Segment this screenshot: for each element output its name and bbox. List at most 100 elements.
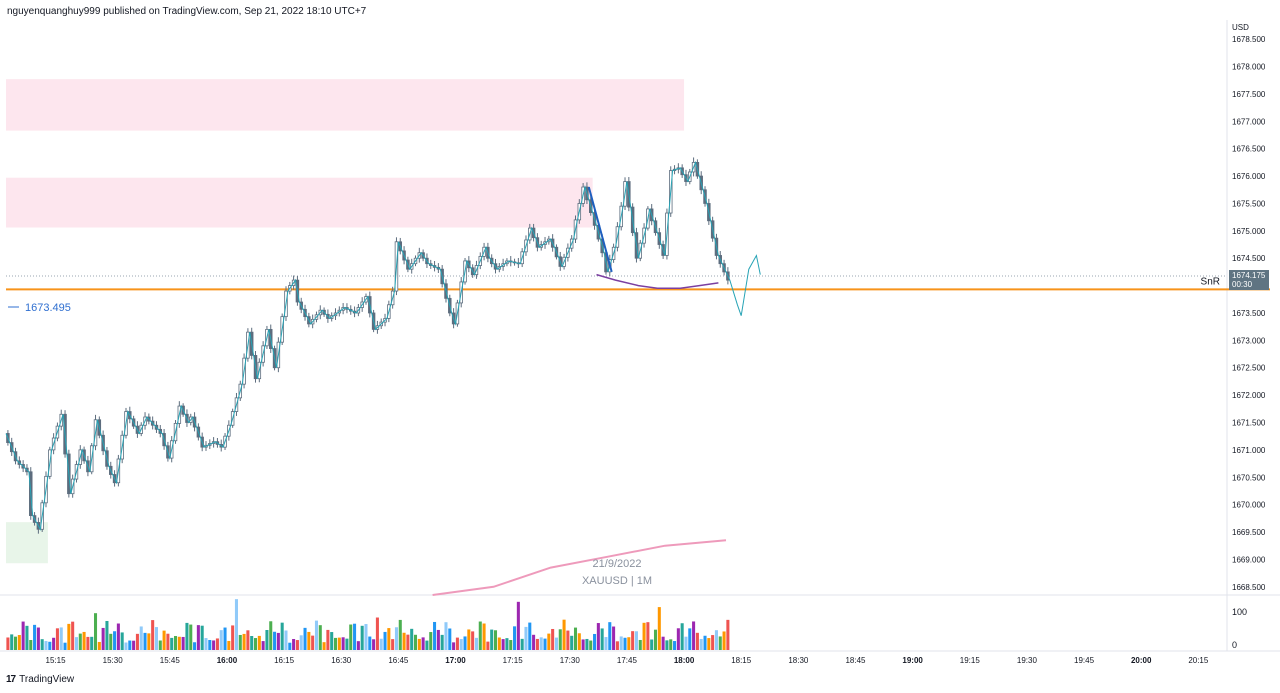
price-tick-label: 1676.500 <box>1232 145 1266 154</box>
countdown-label: 00:30 <box>1232 280 1253 289</box>
time-tick-label: 15:45 <box>160 656 181 665</box>
volume-bar <box>33 624 37 650</box>
volume-bar <box>501 639 505 650</box>
volume-bar <box>543 638 547 650</box>
volume-bar <box>524 626 528 650</box>
volume-bar <box>147 633 151 650</box>
volume-bar <box>528 622 532 650</box>
volume-bar <box>322 642 326 650</box>
time-tick-label: 18:30 <box>788 656 809 665</box>
volume-bar <box>604 637 608 650</box>
volume-bar <box>196 625 200 650</box>
volume-bar <box>143 632 147 650</box>
volume-bar <box>406 634 410 650</box>
time-tick-label: 15:30 <box>103 656 124 665</box>
price-tick-label: 1677.500 <box>1232 90 1266 99</box>
price-tick-label: 1673.000 <box>1232 336 1266 345</box>
ref-price-label: 1673.495 <box>25 302 71 314</box>
price-tick-label: 1677.000 <box>1232 117 1266 126</box>
volume-bar <box>436 629 440 650</box>
volume-bar <box>535 638 539 650</box>
volume-bar <box>90 636 94 650</box>
volume-bar <box>680 623 684 650</box>
volume-bar <box>59 627 63 650</box>
price-tick-label: 1676.000 <box>1232 172 1266 181</box>
volume-bar <box>120 632 124 650</box>
volume-bar <box>97 641 101 650</box>
volume-bar <box>558 629 562 650</box>
volume-bar <box>314 620 318 650</box>
volume-bar <box>177 636 181 650</box>
current-price-badge <box>1229 270 1269 291</box>
volume-bar <box>646 622 650 650</box>
volume-bar <box>684 636 688 650</box>
short-ma-line <box>596 273 719 290</box>
time-tick-label: 17:15 <box>503 656 524 665</box>
volume-bar <box>292 638 296 650</box>
price-tick-label: 1671.500 <box>1232 419 1266 428</box>
volume-bar <box>166 633 170 650</box>
price-tick-label: 1671.000 <box>1232 446 1266 455</box>
volume-bar <box>478 621 482 650</box>
volume-bar <box>318 625 322 650</box>
time-tick-label: 18:45 <box>845 656 866 665</box>
volume-axis-label: 100 <box>1232 607 1247 617</box>
volume-bar <box>570 635 574 650</box>
tradingview-brand: TradingView <box>19 674 75 685</box>
volume-bar <box>215 638 219 650</box>
watermark-symbol: XAUUSD | 1M <box>582 575 652 587</box>
volume-bar <box>608 622 612 650</box>
volume-bar <box>440 634 444 650</box>
volume-bar <box>78 633 82 650</box>
volume-bar <box>612 626 616 650</box>
volume-bar <box>162 630 166 650</box>
volume-bar <box>398 619 402 650</box>
volume-bar <box>619 636 623 650</box>
volume-bar <box>10 634 14 650</box>
volume-bar <box>486 641 490 650</box>
time-tick-label: 19:00 <box>902 656 923 665</box>
volume-bar <box>71 621 75 650</box>
volume-bar <box>596 623 600 650</box>
volume-bar <box>82 631 86 650</box>
time-tick-label: 20:15 <box>1188 656 1209 665</box>
volume-bar <box>676 628 680 650</box>
watermark-date: 21/9/2022 <box>593 558 642 570</box>
price-tick-label: 1673.500 <box>1232 309 1266 318</box>
volume-bar <box>139 626 143 650</box>
tradingview-footer[interactable]: 17 TradingView <box>6 674 74 685</box>
volume-bar <box>688 628 692 650</box>
volume-bar <box>410 628 414 650</box>
volume-bar <box>669 639 673 650</box>
volume-bar <box>471 631 475 650</box>
volume-bar <box>173 636 178 650</box>
volume-bar <box>615 641 619 650</box>
volume-bar <box>333 637 338 650</box>
volume-bar <box>101 627 105 650</box>
volume-bar <box>703 635 707 650</box>
volume-bar <box>726 619 730 650</box>
volume-bar <box>55 628 59 650</box>
volume-bar <box>631 631 635 650</box>
volume-bar <box>326 629 330 650</box>
volume-bar <box>21 621 25 650</box>
volume-bar <box>63 642 67 650</box>
volume-bar <box>402 632 406 650</box>
volume-bar <box>303 627 307 650</box>
volume-bar <box>219 630 223 650</box>
price-tick-label: 1670.000 <box>1232 501 1266 510</box>
volume-bar <box>93 613 98 650</box>
volume-bar <box>520 638 524 650</box>
supply-zone-0 <box>6 79 685 131</box>
volume-bar <box>356 641 360 650</box>
price-tick-label: 1672.500 <box>1232 364 1266 373</box>
volume-bar <box>52 637 56 650</box>
volume-bar <box>372 639 376 650</box>
time-tick-label: 20:00 <box>1131 656 1152 665</box>
time-tick-label: 16:15 <box>274 656 295 665</box>
volume-bar <box>448 628 452 650</box>
price-axis-currency: USD <box>1232 23 1249 32</box>
volume-bar <box>40 639 44 650</box>
volume-bar <box>593 633 597 650</box>
